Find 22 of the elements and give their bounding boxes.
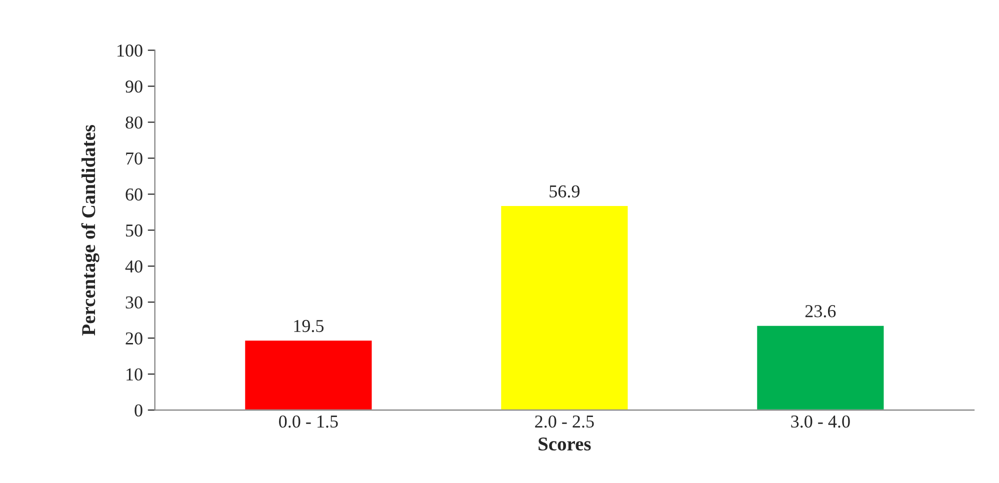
y-tick-label: 10 xyxy=(126,368,142,381)
x-tick-label: 2.0 - 2.5 xyxy=(535,415,594,428)
y-tick-label: 90 xyxy=(126,80,142,93)
bar xyxy=(500,204,630,410)
y-axis-title: Percentage of Candidates xyxy=(81,124,100,336)
y-tick-label: 20 xyxy=(126,332,142,345)
x-tick-label: 3.0 - 4.0 xyxy=(791,415,850,428)
data-label: 19.5 xyxy=(294,320,324,332)
y-tick-label: 60 xyxy=(126,188,142,201)
bar xyxy=(756,324,886,410)
x-axis-title: Scores xyxy=(538,437,591,451)
y-tick-label: 30 xyxy=(126,296,142,309)
y-tick-label: 100 xyxy=(118,44,142,57)
y-tick-label: 50 xyxy=(126,224,142,237)
data-label: 56.9 xyxy=(550,185,580,198)
x-tick-label: 0.0 - 1.5 xyxy=(279,415,338,428)
y-tick-label: 0 xyxy=(134,404,142,417)
y-tick-label: 70 xyxy=(126,152,142,165)
bar xyxy=(244,339,374,410)
data-label: 23.6 xyxy=(805,305,836,318)
y-tick-label: 80 xyxy=(126,116,142,129)
y-tick-label: 40 xyxy=(125,260,142,273)
